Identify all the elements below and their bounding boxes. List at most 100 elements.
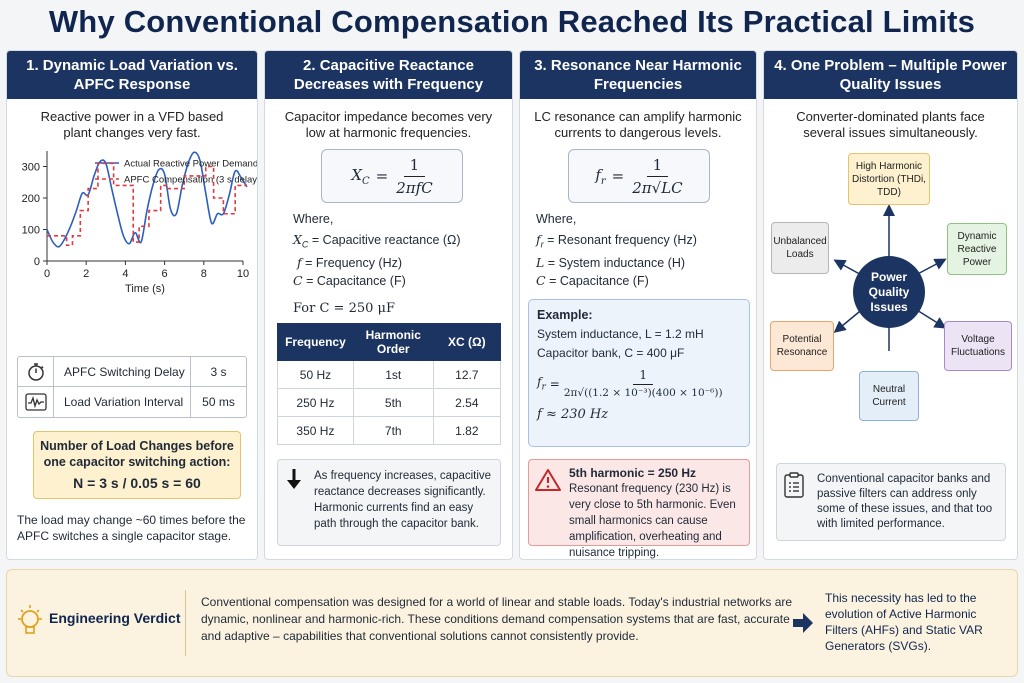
formula-lhs: f [595,165,601,184]
issue-voltage-fluctuations: Voltage Fluctuations [944,321,1012,371]
engineering-verdict-banner: Engineering Verdict Conventional compens… [6,569,1018,677]
verdict-title: Engineering Verdict [49,610,181,626]
formula-den: 2π√LC [632,178,683,197]
formula-lhs-sub: C [362,175,370,187]
y-tick-label: 300 [22,162,40,174]
panel2-heading: 2. Capacitive Reactance Decreases with F… [265,51,512,99]
table-row: 250 Hz 5th 2.54 [277,388,502,417]
formula-num: 1 [646,156,669,177]
issue-unbalanced-loads: Unbalanced Loads [771,222,829,274]
formula-lhs-sub: r [600,175,606,187]
harmonic-table: Frequency Harmonic Order XC (Ω) 50 Hz 1st… [277,323,502,445]
reactance-formula: XC = 1 2πfC [321,149,463,203]
definition-row: C = Capacitance (F) [536,272,649,288]
issue-harmonic-distortion: High Harmonic Distortion (THDi, TDD) [848,153,930,205]
table-row: 50 Hz 1st 12.7 [277,360,502,389]
col-frequency: Frequency [277,323,354,361]
table-row: 350 Hz 7th 1.82 [277,416,502,445]
panel-power-quality: 4. One Problem – Multiple Power Quality … [763,50,1018,560]
stopwatch-icon [18,356,54,387]
warning-text: Resonant frequency (230 Hz) is very clos… [569,483,736,559]
col-reactance: XC (Ω) [432,323,502,361]
formula-num: 1 [403,156,426,177]
panel-load-variation: 1. Dynamic Load Variation vs. APFC Respo… [6,50,258,560]
stat-value: 50 ms [190,387,246,417]
col-harmonic-order: Harmonic Order [352,323,434,361]
definitions: fr = Resonant frequency (Hz) L = System … [536,231,697,290]
callout-formula: N = 3 s / 0.05 s = 60 [73,475,201,491]
y-tick-label: 100 [22,225,40,237]
panel3-heading: 3. Resonance Near Harmonic Frequencies [520,51,756,99]
stat-row-delay: APFC Switching Delay 3 s [18,356,246,387]
legend-label: APFC Compensation (3 s delay) [124,175,257,186]
panel2-intro: Capacitor impedance becomes very low at … [284,109,493,140]
callout-title: Number of Load Changes before one capaci… [40,439,234,469]
waveform-icon [18,387,54,417]
for-capacitance: For C = 250 μF [293,301,396,316]
panel1-conclusion: The load may change ~60 times before the… [17,513,246,543]
issue-neutral-current: Neutral Current [859,371,919,421]
stat-value: 3 s [190,356,246,387]
x-tick-label: 0 [44,268,50,280]
resonance-formula: fr = 1 2π√LC [568,149,710,203]
x-axis-label: Time (s) [125,283,165,295]
definition-row: XC = Capacitive reactance (Ω) [293,232,461,250]
clipboard-icon [783,472,817,532]
warning-icon [535,466,569,539]
x-tick-label: 6 [162,268,168,280]
issue-potential-resonance: Potential Resonance [770,321,834,371]
series-line-2 [47,162,247,247]
formula-lhs: X [351,165,362,184]
arrow-right-icon [792,612,814,639]
panel1-intro: Reactive power in a VFD based plant chan… [40,109,224,140]
load-changes-callout: Number of Load Changes before one capaci… [33,431,241,499]
y-tick-label: 0 [34,256,40,268]
example-calculation: fr = 1 2π√((1.2 × 10⁻³)(400 × 10⁻⁶)) [537,368,723,399]
note-text: Conventional capacitor banks and passive… [817,473,993,530]
lightbulb-icon [15,604,45,643]
note-text: As frequency increases, capacitive react… [314,470,492,530]
issue-dynamic-reactive-power: Dynamic Reactive Power [947,223,1007,275]
example-result: f ≈ 230 Hz [537,407,609,422]
x-tick-label: 10 [237,268,249,280]
formula-den: 2πfC [396,178,433,197]
definition-row: L = System inductance (H) [536,254,686,270]
example-box: Example: System inductance, L = 1.2 mH C… [528,299,750,447]
power-quality-note: Conventional capacitor banks and passive… [776,463,1006,541]
verdict-divider [185,590,186,656]
y-tick-label: 200 [22,193,40,205]
example-capacitance: Capacitor bank, C = 400 μF [537,346,685,360]
example-denominator: 2π√((1.2 × 10⁻³)(400 × 10⁻⁶)) [563,387,723,399]
stat-label: APFC Switching Delay [64,364,185,379]
panel-resonance: 3. Resonance Near Harmonic Frequencies L… [519,50,757,560]
stat-row-interval: Load Variation Interval 50 ms [18,387,246,417]
panel4-intro: Converter-dominated plants face several … [796,109,985,140]
definition-row: f = Frequency (Hz) [297,254,403,270]
legend-label: Actual Reactive Power Demand [124,159,257,170]
definition-row: C = Capacitance (F) [293,272,406,288]
panel4-heading: 4. One Problem – Multiple Power Quality … [764,51,1017,99]
stat-label: Load Variation Interval [64,395,184,409]
power-quality-hub: Power Quality Issues [853,256,925,328]
verdict-conclusion: This necessity has led to the evolution … [825,591,983,653]
panel3-intro: LC resonance can amplify harmonic curren… [534,109,742,140]
panel1-heading: 1. Dynamic Load Variation vs. APFC Respo… [7,51,257,99]
where-label: Where, [293,212,334,226]
x-tick-label: 8 [201,268,207,280]
reactance-note: As frequency increases, capacitive react… [277,459,501,546]
stats-table: APFC Switching Delay 3 s Load Variation … [17,356,247,418]
reactive-power-chart: 02468100100200300400kVARTime (s)Actual R… [22,151,257,295]
arrow-down-icon [286,468,314,537]
resonance-warning: 5th harmonic = 250 Hz Resonant frequency… [528,459,750,559]
where-label: Where, [536,212,577,226]
panel-capacitive-reactance: 2. Capacitive Reactance Decreases with F… [264,50,513,560]
definitions: XC = Capacitive reactance (Ω) f = Freque… [293,231,461,290]
definition-row: fr = Resonant frequency (Hz) [536,232,697,250]
example-inductance: System inductance, L = 1.2 mH [537,327,704,341]
warning-title: 5th harmonic = 250 Hz [569,466,697,480]
verdict-text: Conventional compensation was designed f… [201,595,793,643]
page-title: Why Conventional Compensation Reached It… [48,4,976,39]
x-tick-label: 4 [122,268,128,280]
x-tick-label: 2 [83,268,89,280]
series-line-1 [46,151,248,248]
